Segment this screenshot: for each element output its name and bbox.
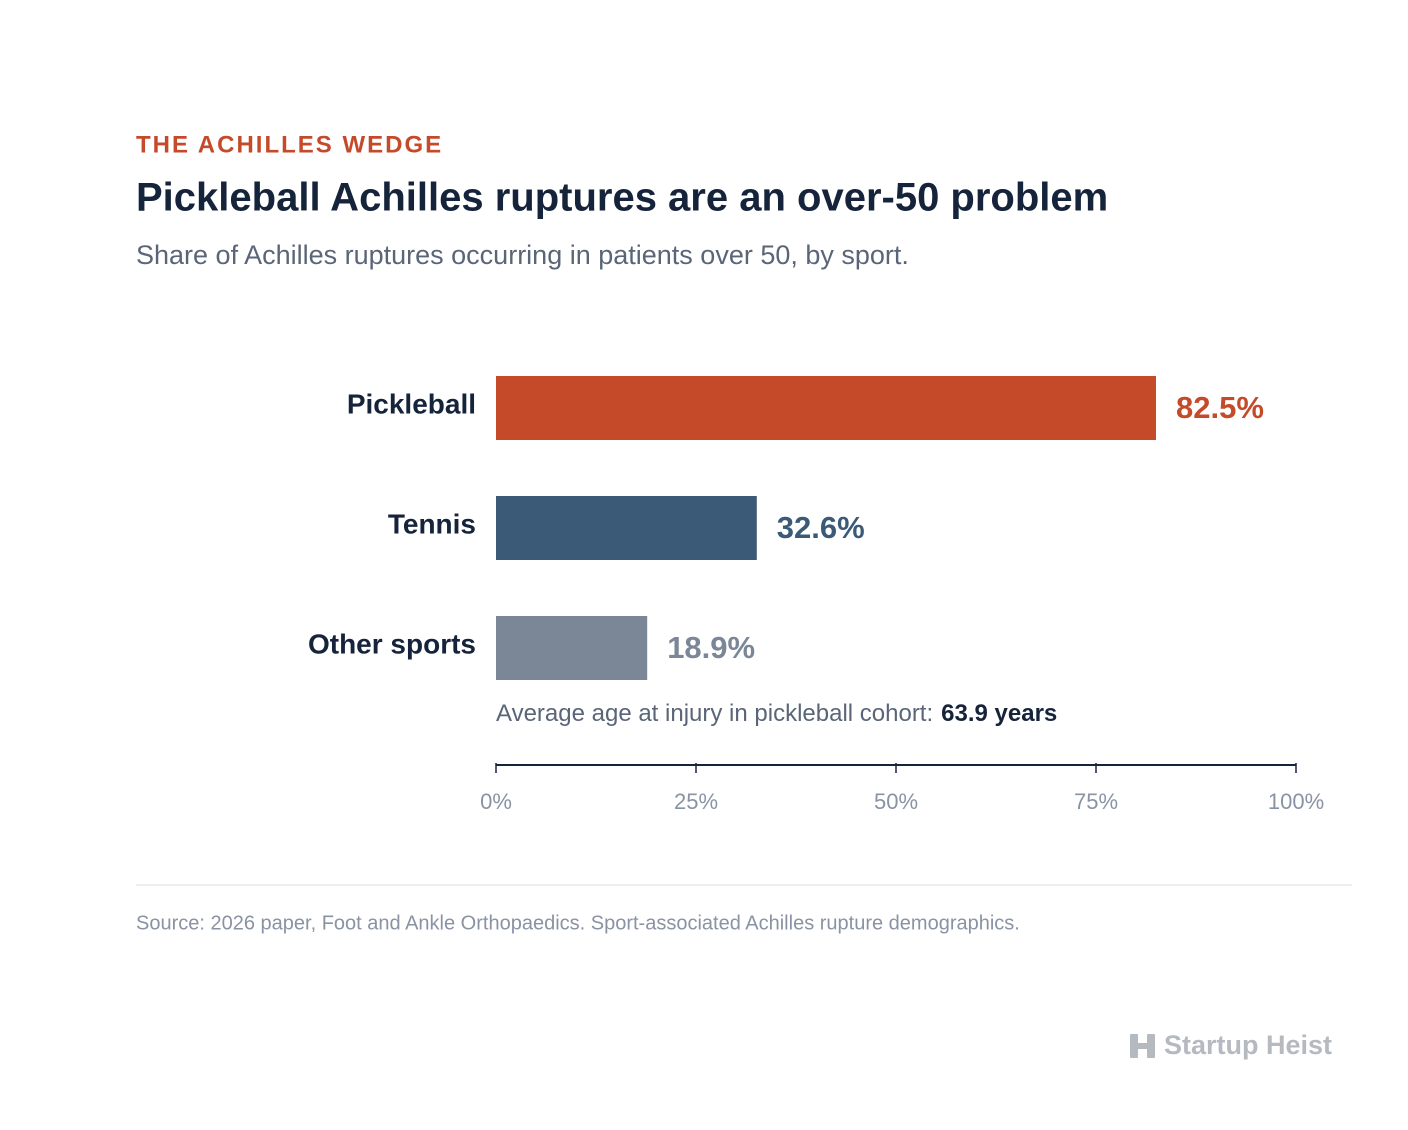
value-label: 18.9% — [667, 630, 755, 665]
value-label: 32.6% — [777, 510, 865, 545]
brand-icon — [1130, 1034, 1155, 1058]
bar — [496, 376, 1156, 440]
x-tick-label: 50% — [874, 789, 918, 814]
category-label: Other sports — [308, 628, 476, 659]
value-label: 82.5% — [1176, 390, 1264, 425]
source: Source: 2026 paper, Foot and Ankle Ortho… — [136, 912, 1020, 934]
annotation-highlight: 63.9 years — [941, 700, 1057, 727]
bar — [496, 616, 648, 680]
x-tick-label: 25% — [674, 789, 718, 814]
category-label: Tennis — [388, 508, 476, 539]
bar — [496, 496, 757, 560]
x-tick-label: 100% — [1268, 789, 1324, 814]
category-label: Pickleball — [347, 388, 476, 419]
x-tick-label: 75% — [1074, 789, 1118, 814]
annotation: Average age at injury in pickleball coho… — [496, 700, 1057, 727]
annotation-text: Average age at injury in pickleball coho… — [496, 700, 933, 727]
x-tick-label: 0% — [480, 789, 512, 814]
chart-subtitle: Share of Achilles ruptures occurring in … — [136, 240, 909, 270]
kicker: THE ACHILLES WEDGE — [136, 131, 443, 158]
chart-title: Pickleball Achilles ruptures are an over… — [136, 176, 1108, 220]
brand: Startup Heist — [1164, 1030, 1332, 1060]
